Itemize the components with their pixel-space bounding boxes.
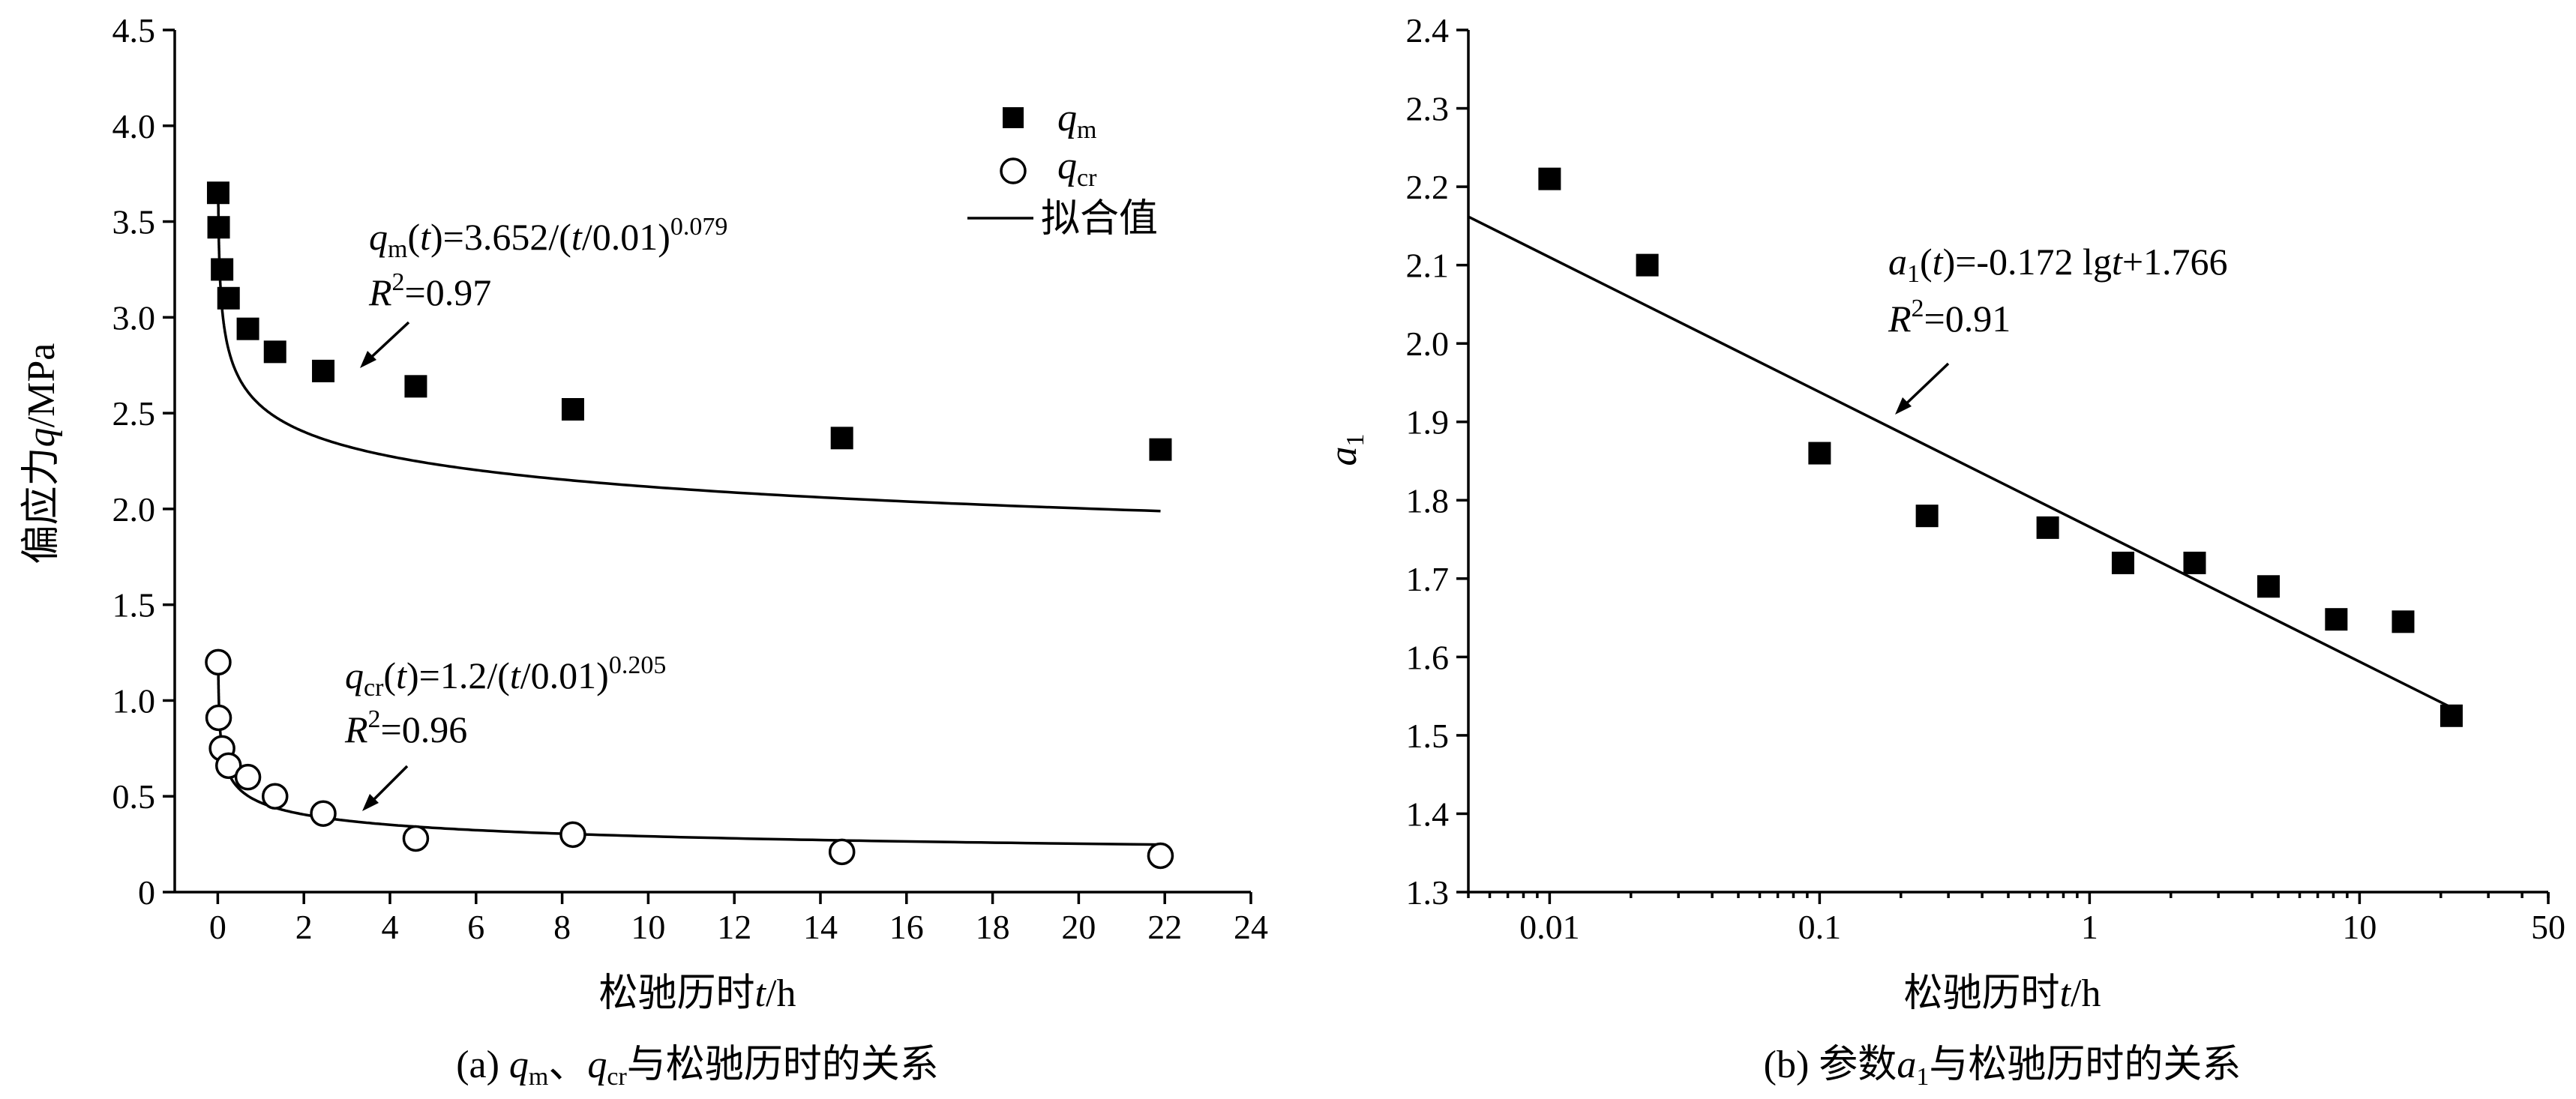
data-point-qcr <box>1147 842 1174 870</box>
y-tick-label: 2.0 <box>1406 325 1450 363</box>
a1-fit-arrow <box>1900 362 1950 410</box>
x-tick-label: 24 <box>1234 908 1268 946</box>
x-tick-label: 8 <box>553 908 571 946</box>
y-tick-label: 4.5 <box>112 11 156 49</box>
data-point-qm <box>561 398 584 421</box>
panel-b-y-label: a1 <box>1322 434 1369 466</box>
data-point-qcr <box>402 825 430 852</box>
y-tick-label: 2.3 <box>1406 90 1450 128</box>
data-point-a1 <box>2036 516 2059 539</box>
a1-fit-arrowhead <box>1895 397 1912 415</box>
panel-b-x-label: 松驰历时t/h <box>1904 972 2101 1015</box>
data-point-a1 <box>2111 551 2134 574</box>
data-point-qcr <box>205 704 232 732</box>
x-tick-label: 10 <box>2342 908 2377 946</box>
legend: qm qcr 拟合值 <box>967 97 1158 241</box>
a1-fit-r2: R2=0.91 <box>1888 295 2011 340</box>
data-point-qcr <box>215 752 242 780</box>
data-point-qm <box>207 216 230 239</box>
legend-qm-label: qm <box>1057 97 1096 144</box>
x-tick-label: 0.01 <box>1519 908 1580 946</box>
x-tick-label: 10 <box>631 908 665 946</box>
x-tick-label: 22 <box>1147 908 1182 946</box>
y-tick-label: 1.5 <box>112 586 156 624</box>
legend-qcr-marker <box>1000 157 1027 184</box>
data-point-qcr <box>205 648 232 676</box>
data-point-qcr <box>310 800 337 827</box>
qcr-fit-arrowhead <box>362 794 379 811</box>
y-tick-label: 1.8 <box>1406 481 1450 520</box>
data-point-qcr <box>261 783 289 810</box>
panel-a-x-label: 松驰历时t/h <box>599 972 796 1015</box>
y-tick-label: 2.2 <box>1406 168 1450 206</box>
data-point-qcr <box>828 838 856 866</box>
x-tick-label: 16 <box>889 908 924 946</box>
data-point-qcr <box>234 763 262 791</box>
data-point-a1 <box>1808 442 1831 465</box>
legend-qcr-label: qcr <box>1057 145 1097 192</box>
data-point-qm <box>1149 438 1172 461</box>
legend-qm-marker <box>1003 107 1024 128</box>
data-point-qm <box>830 427 853 450</box>
y-tick-label: 2.5 <box>112 394 156 433</box>
data-point-qm <box>211 258 234 281</box>
y-tick-label: 3.0 <box>112 298 156 337</box>
data-point-qm <box>217 286 240 310</box>
data-point-a1 <box>2183 551 2206 574</box>
qcr-fit-equation: qcr(t)=1.2/(t/0.01)0.205 <box>345 651 666 702</box>
y-tick-label: 3.5 <box>112 203 156 241</box>
y-tick-label: 1.9 <box>1406 403 1450 442</box>
y-tick-label: 1.0 <box>112 681 156 720</box>
data-point-qm <box>263 340 286 364</box>
x-tick-label: 0.1 <box>1798 908 1842 946</box>
y-tick-label: 1.4 <box>1406 795 1450 833</box>
data-point-a1 <box>1915 505 1939 528</box>
data-point-a1 <box>1538 167 1561 190</box>
data-point-a1 <box>2392 610 2415 633</box>
x-tick-label: 1 <box>2081 908 2098 946</box>
y-tick-label: 1.3 <box>1406 873 1450 912</box>
panel-a-y-label: 偏应力q/MPa <box>20 343 63 564</box>
data-point-qm <box>404 375 427 398</box>
x-tick-label: 50 <box>2531 908 2566 946</box>
y-tick-label: 1.7 <box>1406 560 1450 598</box>
data-point-a1 <box>1636 253 1659 277</box>
data-point-qm <box>312 359 335 382</box>
y-tick-label: 4.0 <box>112 107 156 145</box>
y-tick-label: 1.6 <box>1406 638 1450 676</box>
panel-a: 0 2 4 6 8 10 12 14 16 18 20 22 2400.51.01.52.02.53.0… <box>112 11 1269 946</box>
data-point-qcr <box>559 821 586 849</box>
qm-fit-equation: qm(t)=3.652/(t/0.01)0.079 <box>369 213 727 263</box>
a1-fit-equation: a1(t)=-0.172 lgt+1.766 <box>1888 241 2228 288</box>
x-tick-label: 2 <box>295 908 313 946</box>
qm-fit-arrowhead <box>360 351 376 368</box>
data-point-a1 <box>2325 608 2348 631</box>
qcr-fit-r2: R2=0.96 <box>344 705 467 750</box>
x-tick-label: 14 <box>803 908 838 946</box>
y-tick-label: 0 <box>138 873 155 912</box>
x-tick-label: 12 <box>717 908 751 946</box>
data-point-qm <box>236 317 259 340</box>
y-tick-label: 1.5 <box>1406 717 1450 755</box>
legend-fit-label: 拟合值 <box>1041 198 1158 241</box>
x-tick-label: 20 <box>1061 908 1096 946</box>
data-point-qm <box>206 181 229 205</box>
data-point-a1 <box>2257 575 2280 598</box>
y-tick-label: 2.0 <box>112 490 156 529</box>
caption-b: (b) 参数a1与松驰历时的关系 <box>1764 1044 2242 1091</box>
y-tick-label: 0.5 <box>112 777 156 816</box>
caption-a: (a) qm、qcr与松驰历时的关系 <box>456 1044 939 1091</box>
y-tick-label: 2.4 <box>1406 11 1450 49</box>
x-tick-label: 18 <box>976 908 1010 946</box>
data-point-a1 <box>2440 704 2463 727</box>
x-tick-label: 4 <box>382 908 399 946</box>
x-tick-label: 6 <box>467 908 484 946</box>
y-tick-label: 2.1 <box>1406 247 1450 285</box>
x-tick-label: 0 <box>209 908 226 946</box>
fit-line-a1 <box>1468 215 2452 709</box>
panel-b: 0.01 0.1 1 10 50 1.3 1.4 1.5 1.6 1.7 1.8 1.9 2.0 2.1 2… <box>1406 11 2566 946</box>
qm-fit-r2: R2=0.97 <box>368 268 491 313</box>
